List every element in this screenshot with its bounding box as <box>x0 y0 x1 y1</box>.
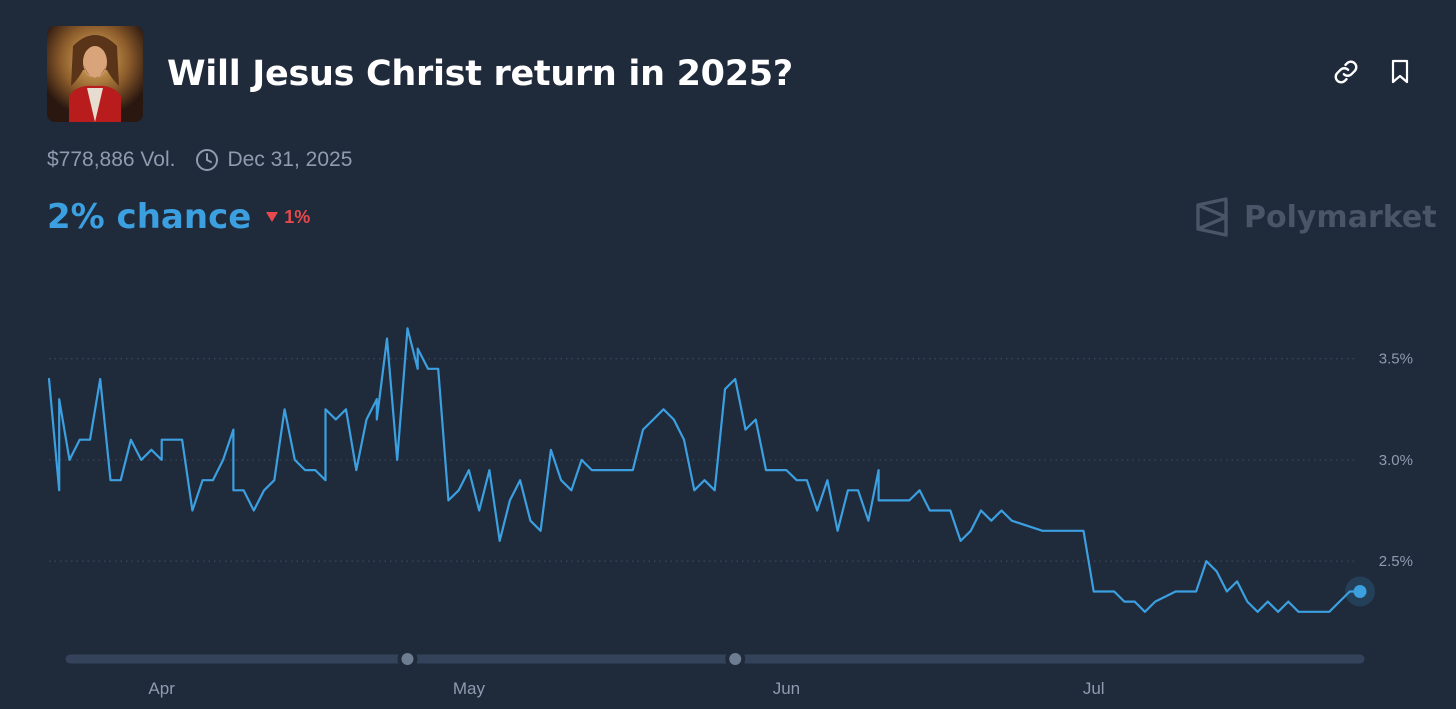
x-tick-label: May <box>453 679 486 698</box>
price-line-layer <box>47 327 1375 613</box>
range-handle-knob <box>401 653 414 665</box>
y-tick-label: 3.5% <box>1379 351 1413 368</box>
market-thumbnail <box>47 26 143 122</box>
y-tick-label: 3.0% <box>1379 452 1413 469</box>
end-date-label: Dec 31, 2025 <box>227 148 353 171</box>
change-value: 1% <box>284 206 311 227</box>
copy-link-button[interactable] <box>1331 57 1361 87</box>
time-range-slider <box>65 649 1365 669</box>
bookmark-button[interactable] <box>1385 57 1415 87</box>
x-tick-label: Jul <box>1083 679 1105 698</box>
chance-value: 2% chance <box>47 197 252 237</box>
x-axis: Apr May Jun Jul <box>148 679 1104 698</box>
y-tick-label: 2.5% <box>1379 553 1413 570</box>
range-handle[interactable] <box>725 649 746 669</box>
clock-icon <box>195 148 219 172</box>
brand-name: Polymarket <box>1244 199 1437 235</box>
range-handle-knob <box>729 653 742 665</box>
change-badge: 1% <box>265 207 310 228</box>
volume-label: $778,886 Vol. <box>47 148 176 171</box>
polymarket-logo-icon <box>1194 197 1230 237</box>
price-series-line <box>47 327 1362 613</box>
chart-gridlines <box>49 358 1355 562</box>
y-axis: 2.5% 3.0% 3.5% <box>1379 351 1413 570</box>
last-point-marker <box>1353 585 1367 599</box>
triangle-down-icon <box>265 211 279 223</box>
chance-summary: 2% chance 1% <box>47 193 310 241</box>
market-title: Will Jesus Christ return in 2025? <box>167 54 793 94</box>
bookmark-icon <box>1388 59 1412 85</box>
x-tick-label: Apr <box>148 679 175 698</box>
link-icon <box>1333 59 1359 85</box>
x-tick-label: Jun <box>773 679 800 698</box>
range-handle[interactable] <box>397 649 418 669</box>
market-meta: $778,886 Vol. Dec 31, 2025 <box>47 145 352 175</box>
polymarket-brand: Polymarket <box>1194 195 1437 239</box>
